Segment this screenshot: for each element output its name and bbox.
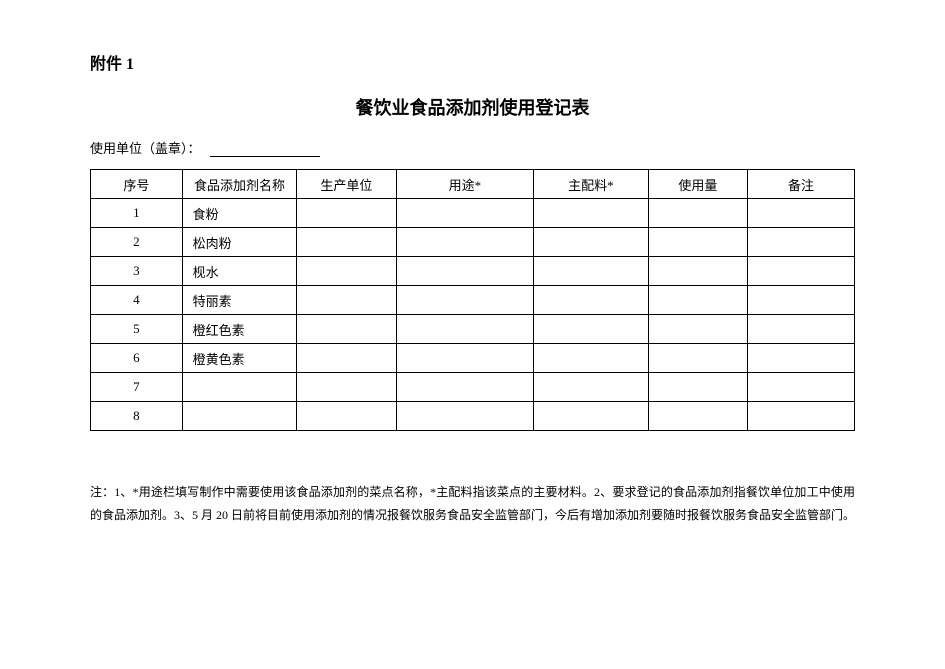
cell-note: [748, 257, 855, 286]
cell-note: [748, 402, 855, 431]
cell-ingredient: [534, 402, 649, 431]
cell-note: [748, 199, 855, 228]
cell-note: [748, 286, 855, 315]
col-header-note: 备注: [748, 170, 855, 199]
table-row: 2 松肉粉: [91, 228, 855, 257]
cell-name: 松肉粉: [182, 228, 297, 257]
cell-use: [396, 373, 534, 402]
cell-note: [748, 344, 855, 373]
cell-producer: [297, 315, 396, 344]
cell-producer: [297, 344, 396, 373]
table-body: 1 食粉 2 松肉粉 3 枧水: [91, 199, 855, 431]
cell-amount: [648, 344, 747, 373]
cell-seq: 6: [91, 344, 183, 373]
cell-name: 橙红色素: [182, 315, 297, 344]
table-row: 3 枧水: [91, 257, 855, 286]
cell-ingredient: [534, 286, 649, 315]
cell-producer: [297, 228, 396, 257]
document-page: 附件 1 餐饮业食品添加剂使用登记表 使用单位（盖章）： 序号 食品添加剂名称 …: [0, 0, 945, 557]
cell-name: [182, 373, 297, 402]
cell-seq: 5: [91, 315, 183, 344]
cell-amount: [648, 373, 747, 402]
col-header-amount: 使用量: [648, 170, 747, 199]
table-header-row: 序号 食品添加剂名称 生产单位 用途* 主配料* 使用量 备注: [91, 170, 855, 199]
cell-use: [396, 315, 534, 344]
page-title: 餐饮业食品添加剂使用登记表: [90, 94, 855, 120]
cell-amount: [648, 257, 747, 286]
cell-amount: [648, 315, 747, 344]
cell-use: [396, 286, 534, 315]
table-row: 1 食粉: [91, 199, 855, 228]
cell-use: [396, 257, 534, 286]
cell-seq: 3: [91, 257, 183, 286]
cell-note: [748, 315, 855, 344]
cell-producer: [297, 373, 396, 402]
unit-line: 使用单位（盖章）：: [90, 138, 855, 157]
cell-name: 枧水: [182, 257, 297, 286]
cell-use: [396, 402, 534, 431]
table-row: 6 橙黄色素: [91, 344, 855, 373]
footnote: 注：1、*用途栏填写制作中需要使用该食品添加剂的菜点名称，*主配料指该菜点的主要…: [90, 481, 855, 527]
cell-note: [748, 373, 855, 402]
cell-producer: [297, 402, 396, 431]
cell-seq: 2: [91, 228, 183, 257]
cell-amount: [648, 286, 747, 315]
cell-use: [396, 344, 534, 373]
cell-use: [396, 228, 534, 257]
cell-ingredient: [534, 315, 649, 344]
table-row: 7: [91, 373, 855, 402]
cell-ingredient: [534, 257, 649, 286]
cell-ingredient: [534, 199, 649, 228]
cell-name: [182, 402, 297, 431]
cell-ingredient: [534, 228, 649, 257]
cell-note: [748, 228, 855, 257]
col-header-producer: 生产单位: [297, 170, 396, 199]
cell-name: 橙黄色素: [182, 344, 297, 373]
cell-name: 特丽素: [182, 286, 297, 315]
attachment-label: 附件 1: [90, 50, 855, 74]
table-row: 8: [91, 402, 855, 431]
cell-use: [396, 199, 534, 228]
cell-seq: 1: [91, 199, 183, 228]
cell-amount: [648, 228, 747, 257]
col-header-use: 用途*: [396, 170, 534, 199]
cell-name: 食粉: [182, 199, 297, 228]
cell-producer: [297, 286, 396, 315]
cell-seq: 4: [91, 286, 183, 315]
cell-seq: 8: [91, 402, 183, 431]
cell-seq: 7: [91, 373, 183, 402]
cell-producer: [297, 199, 396, 228]
col-header-ingredient: 主配料*: [534, 170, 649, 199]
unit-label: 使用单位（盖章）：: [90, 141, 201, 156]
cell-amount: [648, 402, 747, 431]
cell-ingredient: [534, 344, 649, 373]
table-row: 5 橙红色素: [91, 315, 855, 344]
table-row: 4 特丽素: [91, 286, 855, 315]
cell-amount: [648, 199, 747, 228]
additives-table: 序号 食品添加剂名称 生产单位 用途* 主配料* 使用量 备注 1 食粉 2: [90, 169, 855, 431]
col-header-name: 食品添加剂名称: [182, 170, 297, 199]
unit-blank: [210, 142, 320, 157]
col-header-seq: 序号: [91, 170, 183, 199]
cell-producer: [297, 257, 396, 286]
cell-ingredient: [534, 373, 649, 402]
